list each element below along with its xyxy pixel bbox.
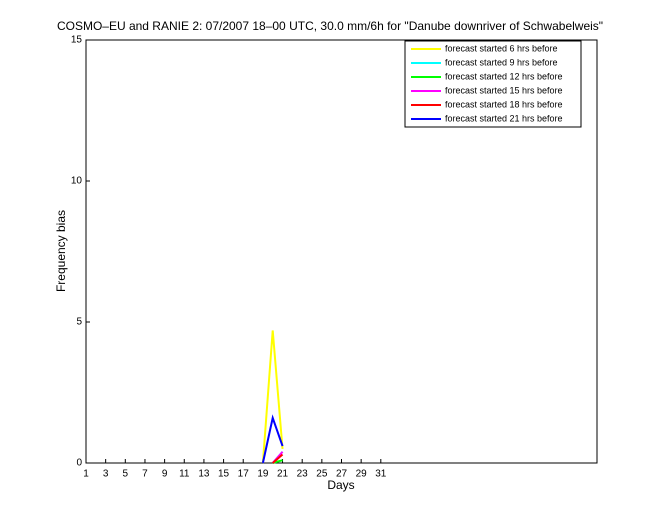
x-tick-label: 21 <box>277 469 289 480</box>
x-tick-label: 5 <box>123 469 129 480</box>
series-line <box>261 414 284 464</box>
legend-label: forecast started 15 hrs before <box>445 85 563 95</box>
legend-box <box>404 40 582 128</box>
legend-label: forecast started 18 hrs before <box>445 99 563 109</box>
legend-label: forecast started 21 hrs before <box>445 113 563 123</box>
x-tick-label: 1 <box>83 469 89 480</box>
x-tick-label: 25 <box>316 469 328 480</box>
y-tick-label: 10 <box>71 176 83 187</box>
legend-label: forecast started 9 hrs before <box>445 57 558 67</box>
chart-title: COSMO–EU and RANIE 2: 07/2007 18–00 UTC,… <box>57 19 603 33</box>
y-tick-label: 0 <box>76 458 82 469</box>
x-tick-label: 15 <box>218 469 230 480</box>
x-tick-label: 23 <box>297 469 309 480</box>
x-tick-label: 3 <box>103 469 109 480</box>
series-line <box>272 453 284 464</box>
legend-label: forecast started 6 hrs before <box>445 43 558 53</box>
legend-label: forecast started 12 hrs before <box>445 71 563 81</box>
series-line <box>261 330 284 464</box>
x-tick-label: 11 <box>179 469 190 480</box>
x-axis-label: Days <box>327 478 354 492</box>
y-axis-label: Frequency bias <box>54 210 68 292</box>
x-tick-label: 17 <box>238 469 250 480</box>
y-tick-label: 15 <box>71 35 83 46</box>
x-tick-label: 9 <box>162 469 168 480</box>
x-tick-label: 31 <box>375 469 387 480</box>
x-tick-label: 13 <box>198 469 210 480</box>
x-tick-label: 27 <box>336 469 348 480</box>
y-tick-label: 5 <box>76 317 82 328</box>
x-tick-label: 19 <box>257 469 269 480</box>
x-tick-label: 29 <box>356 469 368 480</box>
x-tick-label: 7 <box>142 469 148 480</box>
